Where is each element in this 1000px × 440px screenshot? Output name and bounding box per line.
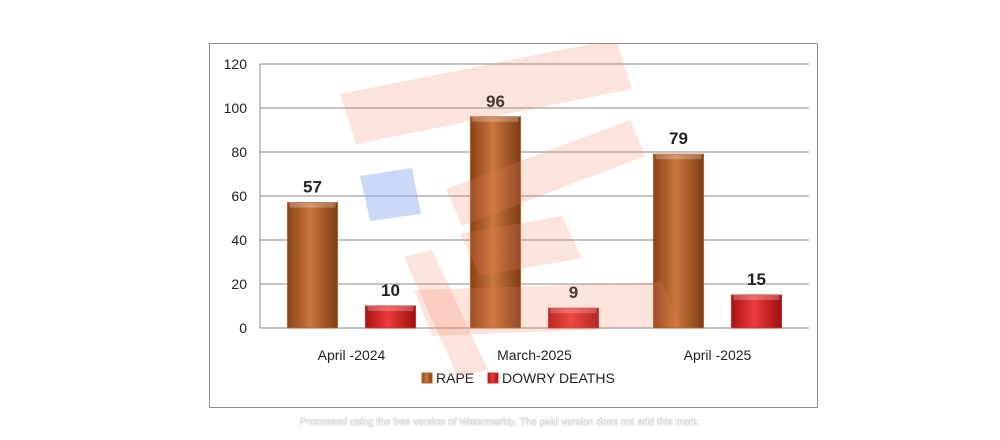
legend-swatch-rape xyxy=(421,372,433,384)
bar-dowry-deaths xyxy=(365,305,416,329)
y-tick-label: 120 xyxy=(224,56,248,72)
y-tick-label: 20 xyxy=(231,276,247,292)
bar-chart: 0 20 40 60 80 100 120 April -2024 57 10 March-2025… xyxy=(224,44,809,386)
y-tick-label: 60 xyxy=(231,188,247,204)
data-label: 57 xyxy=(303,178,322,197)
y-tick-label: 100 xyxy=(224,100,248,116)
bar-rape xyxy=(470,116,521,329)
y-tick-label: 80 xyxy=(231,144,247,160)
data-label: 79 xyxy=(669,129,688,148)
bar-rape xyxy=(653,153,704,329)
bar-highlight xyxy=(550,308,597,314)
chart-frame: 0 20 40 60 80 100 120 April -2024 57 10 March-2025… xyxy=(209,43,818,408)
x-tick-label: April -2024 xyxy=(318,347,386,363)
data-label: 15 xyxy=(747,270,766,289)
data-label: 10 xyxy=(381,281,400,300)
bar-highlight xyxy=(367,306,414,311)
data-label: 96 xyxy=(486,92,505,111)
bar-highlight xyxy=(289,202,336,208)
watermark-logo xyxy=(340,44,680,377)
watermark-notice: Processed using the free version of Wate… xyxy=(299,417,701,428)
bar-rape xyxy=(287,202,338,329)
bar-highlight xyxy=(472,116,519,122)
bar-highlight xyxy=(655,154,702,160)
y-tick-label: 0 xyxy=(239,320,247,336)
bar-highlight xyxy=(733,295,780,300)
x-tick-label: March-2025 xyxy=(497,347,572,363)
legend-swatch-dowry-deaths xyxy=(487,372,499,384)
x-tick-label: April -2025 xyxy=(684,347,752,363)
bar-dowry-deaths xyxy=(548,307,599,329)
data-label: 9 xyxy=(569,283,578,302)
legend-label: RAPE xyxy=(436,370,474,386)
legend-label: DOWRY DEATHS xyxy=(502,370,615,386)
y-tick-label: 40 xyxy=(231,232,247,248)
bar-dowry-deaths xyxy=(731,294,782,329)
